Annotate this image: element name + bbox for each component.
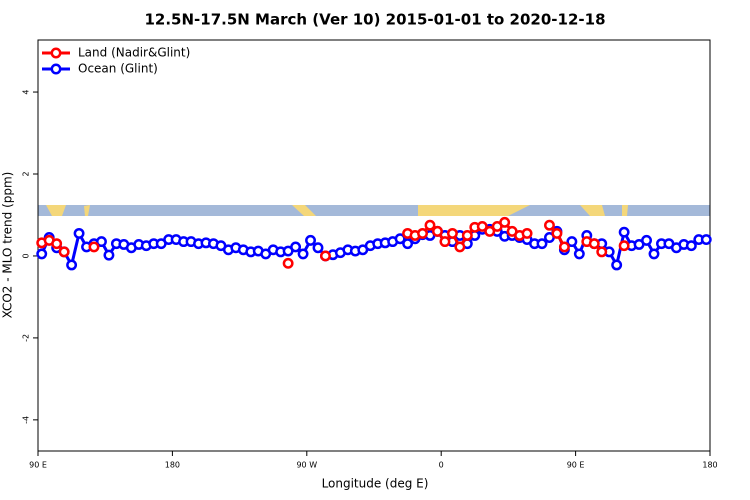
series-marker [103, 249, 115, 261]
series-marker [88, 241, 100, 253]
map-band [38, 205, 710, 216]
band [38, 205, 710, 216]
series-marker [424, 219, 436, 231]
series-marker [454, 241, 466, 253]
legend-label: Ocean (Glint) [78, 62, 158, 76]
series-marker [432, 225, 443, 237]
series-marker [417, 227, 428, 239]
series-marker [521, 227, 533, 239]
y-tick-label: -2 [22, 334, 31, 342]
y-tick-label: 0 [22, 253, 31, 258]
series-marker [618, 226, 630, 238]
series-marker [290, 241, 302, 253]
series-marker [461, 230, 473, 241]
series-marker [66, 259, 78, 271]
land-shape [292, 205, 316, 216]
series-marker [36, 248, 48, 260]
x-tick-label: 90 W [296, 461, 317, 470]
series-marker [573, 248, 585, 260]
series-marker [618, 240, 630, 252]
x-axis-label: Longitude (deg E) [322, 477, 429, 491]
series-marker [439, 236, 451, 248]
y-tick-label: 4 [22, 89, 31, 94]
chart-title: 12.5N-17.5N March (Ver 10) 2015-01-01 to… [144, 11, 605, 29]
series-marker [641, 234, 652, 246]
x-tick-label: 180 [165, 461, 180, 470]
land-shape [46, 205, 66, 216]
series-marker [558, 241, 570, 253]
series-marker [551, 227, 563, 239]
series-marker [566, 236, 578, 248]
x-tick-label: 90 E [567, 461, 585, 470]
series-marker [499, 216, 511, 228]
series-marker [596, 246, 608, 258]
series-marker [536, 238, 548, 250]
y-tick-label: 2 [22, 171, 31, 176]
legend-marker [50, 63, 62, 75]
series-marker [685, 240, 697, 252]
series-marker [312, 242, 324, 254]
y-axis-label: XCO2 - MLO trend (ppm) [1, 172, 15, 319]
x-tick-label: 180 [702, 461, 717, 470]
series-marker [305, 234, 316, 246]
land-shape [580, 205, 605, 216]
land-shape [418, 205, 530, 216]
x-tick-label: 0 [439, 461, 444, 470]
series [36, 216, 630, 269]
series-marker [73, 227, 85, 239]
land-shape [84, 205, 90, 216]
series-marker [96, 236, 107, 248]
series-marker [297, 248, 309, 260]
series-marker [402, 238, 414, 250]
series-marker [588, 238, 600, 250]
series-marker [484, 225, 496, 237]
series-marker [648, 248, 660, 260]
series-marker [446, 227, 458, 239]
series-marker [611, 259, 623, 271]
land-shape [622, 205, 628, 216]
series-marker [476, 220, 488, 232]
legend-label: Land (Nadir&Glint) [78, 46, 190, 60]
series-marker [282, 257, 294, 269]
series-marker [320, 250, 331, 262]
legend-marker [50, 47, 62, 59]
y-tick-label: -4 [22, 416, 31, 424]
series-marker [700, 234, 712, 246]
series-marker [544, 219, 555, 231]
series-marker [58, 246, 70, 258]
series-marker [394, 233, 406, 245]
series-marker [51, 238, 63, 250]
x-tick-label: 90 E [29, 461, 47, 470]
